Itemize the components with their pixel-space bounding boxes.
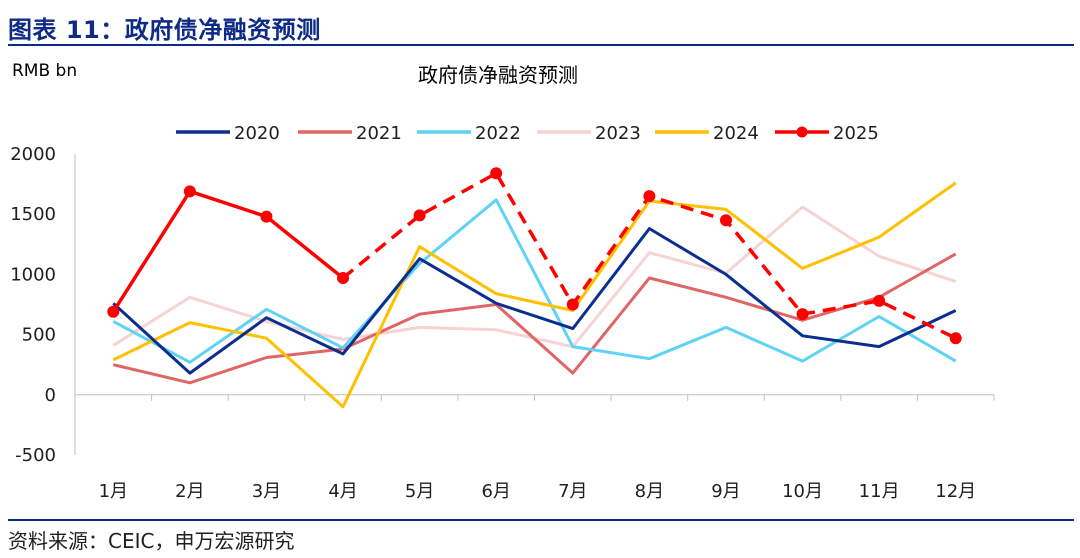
legend: 2020 2021 2022 2023 2024 2025	[176, 123, 879, 144]
x-tick-label-8: 8月	[635, 481, 664, 502]
point-2025-1	[107, 305, 120, 318]
point-2025-8	[643, 190, 656, 203]
x-tick-label-2: 2月	[175, 481, 204, 502]
point-2025-5	[413, 209, 426, 222]
point-2025-3	[260, 210, 273, 223]
legend-label-2025: 2025	[833, 123, 879, 144]
chart-title: 政府债净融资预测	[418, 63, 578, 87]
series-line-2020	[112, 227, 957, 375]
y-tick-label-0: 0	[45, 385, 56, 406]
source-note: 资料来源：CEIC，申万宏源研究	[8, 529, 295, 553]
series-line-2021	[112, 252, 957, 385]
x-tick-label-9: 9月	[711, 481, 740, 502]
y-unit-label: RMB bn	[12, 61, 77, 81]
point-2025-2	[183, 185, 196, 198]
x-tick-label-6: 6月	[481, 481, 510, 502]
line-chart: RMB bn 政府债净融资预测 2020 2021 2022 2023 2024 2025…	[10, 61, 995, 502]
x-tick-label-4: 4月	[328, 481, 357, 502]
point-2025-6	[490, 167, 503, 180]
x-tick-label-5: 5月	[405, 481, 434, 502]
footer-divider	[8, 519, 1074, 521]
legend-label-2023: 2023	[595, 123, 641, 144]
series-line-2023	[112, 205, 957, 349]
y-tick-label-1000: 1000	[10, 264, 56, 285]
y-tick-label-500: 500	[22, 325, 56, 346]
legend-label-2022: 2022	[475, 123, 521, 144]
x-tick-label-3: 3月	[252, 481, 281, 502]
legend-marker-2025	[796, 126, 808, 138]
point-2025-11	[873, 294, 886, 307]
axes: -500 0 500 1000 1500 2000 1月 2月 3月 4月 5月 6月 7月 8月 9月 10…	[10, 144, 995, 502]
y-tick-label-1500: 1500	[10, 204, 56, 225]
point-2025-4	[337, 272, 350, 285]
legend-label-2020: 2020	[234, 123, 280, 144]
point-2025-9	[719, 214, 732, 227]
series-group	[107, 167, 962, 409]
y-tick-label-neg500: -500	[15, 445, 56, 466]
y-tick-label-2000: 2000	[10, 144, 56, 165]
series-line-2025-actual	[111, 189, 345, 313]
x-tick-label-7: 7月	[558, 481, 587, 502]
series-line-2024	[112, 181, 957, 409]
point-2025-12	[949, 332, 962, 345]
page-title: 图表 11：政府债净融资预测	[8, 16, 321, 44]
legend-label-2024: 2024	[713, 123, 759, 144]
x-tick-label-12: 12月	[935, 481, 976, 502]
series-line-2022	[112, 198, 957, 364]
legend-label-2021: 2021	[356, 123, 402, 144]
point-2025-7	[566, 298, 579, 311]
header-divider	[8, 44, 1074, 46]
x-tick-label-11: 11月	[859, 481, 900, 502]
x-tick-label-1: 1月	[99, 481, 128, 502]
point-2025-10	[796, 308, 809, 321]
x-tick-label-10: 10月	[782, 481, 823, 502]
